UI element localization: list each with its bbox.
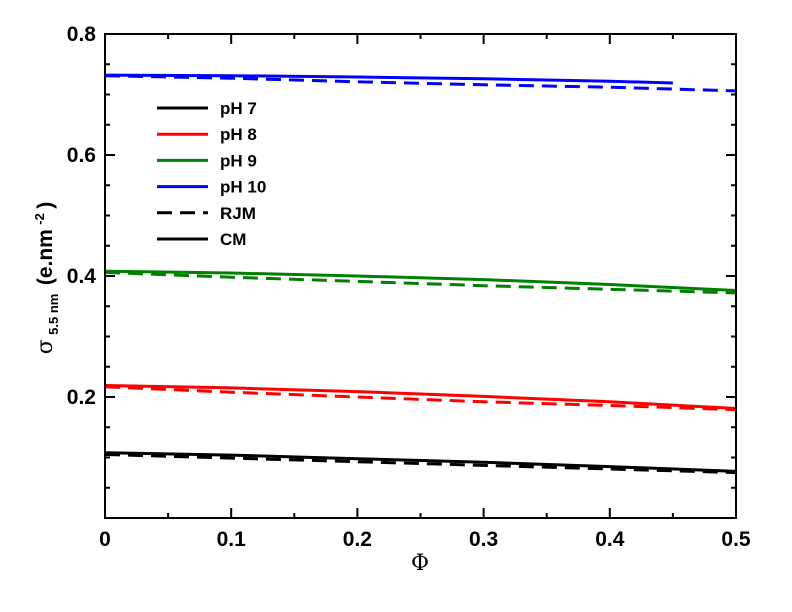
legend-item-ph10: pH 10 bbox=[157, 178, 266, 197]
legend-label: pH 8 bbox=[220, 125, 257, 144]
y-axis-label-superscript: -2 bbox=[32, 213, 47, 225]
series-layer bbox=[104, 73, 737, 475]
x-tick-label: 0.3 bbox=[469, 528, 498, 551]
x-tick-label: 0.1 bbox=[217, 528, 247, 551]
legend-label: CM bbox=[220, 230, 246, 249]
series-line-ph10-rjm bbox=[104, 74, 737, 93]
y-tick-label: 0.4 bbox=[67, 265, 97, 288]
x-tick-label: 0 bbox=[99, 528, 111, 551]
series-line-ph7-cm bbox=[104, 451, 737, 473]
legend-item-rjm: RJM bbox=[157, 204, 256, 223]
tick-labels-layer: 0 0.1 0.2 0.3 0.4 0.5 0.2 0.4 0.6 0.8 bbox=[67, 23, 751, 551]
y-axis-label-subscript: 5.5 nm bbox=[46, 294, 61, 335]
legend-item-cm: CM bbox=[157, 230, 246, 249]
legend-label: pH 10 bbox=[220, 178, 266, 197]
legend-item-ph7: pH 7 bbox=[157, 99, 257, 118]
legend-label: pH 9 bbox=[220, 151, 257, 170]
plot-area: 0 0.1 0.2 0.3 0.4 0.5 0.2 0.4 0.6 0.8 bbox=[67, 23, 751, 551]
x-tick-label: 0.5 bbox=[721, 528, 751, 551]
y-tick-label: 0.2 bbox=[67, 386, 96, 409]
series-line-ph10-cm bbox=[104, 73, 673, 85]
ticks-layer bbox=[104, 33, 737, 519]
y-axis-label: σ 5.5 nm (e.nm -2 ) bbox=[31, 202, 62, 355]
y-axis-label-close: ) bbox=[34, 202, 57, 209]
y-tick-label: 0.8 bbox=[67, 23, 97, 46]
series-line-ph8-rjm bbox=[104, 385, 737, 412]
legend-label: RJM bbox=[220, 204, 256, 223]
legend: pH 7 pH 8 pH 9 pH 10 RJM CM bbox=[157, 99, 266, 249]
legend-item-ph8: pH 8 bbox=[157, 125, 257, 144]
series-line-ph8-cm bbox=[104, 384, 737, 410]
x-axis-label: Φ bbox=[411, 551, 429, 576]
y-axis-label-symbol: σ bbox=[33, 339, 58, 354]
x-tick-label: 0.2 bbox=[343, 528, 372, 551]
series-line-ph7-rjm bbox=[104, 453, 737, 475]
y-tick-label: 0.6 bbox=[67, 144, 96, 167]
series-line-ph9-rjm bbox=[104, 270, 737, 295]
legend-item-ph9: pH 9 bbox=[157, 151, 257, 170]
x-tick-label: 0.4 bbox=[595, 528, 625, 551]
series-line-ph9-cm bbox=[104, 269, 737, 292]
legend-label: pH 7 bbox=[220, 99, 257, 118]
y-axis-label-text: (e.nm bbox=[34, 229, 57, 285]
